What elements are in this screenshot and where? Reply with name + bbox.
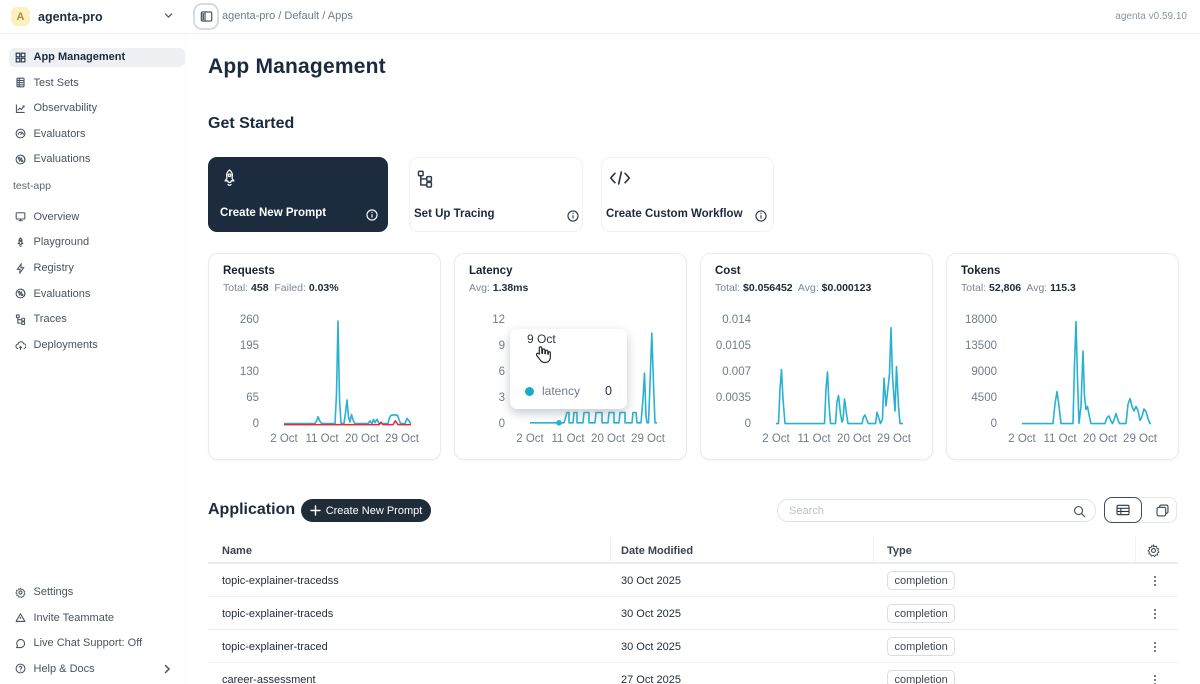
svg-text:20 Oct: 20 Oct (1083, 433, 1118, 445)
svg-text:2 Oct: 2 Oct (762, 433, 790, 445)
svg-text:2 Oct: 2 Oct (516, 433, 544, 445)
svg-text:11 Oct: 11 Oct (797, 433, 831, 445)
svg-text:0: 0 (499, 418, 505, 430)
svg-text:11 Oct: 11 Oct (551, 433, 585, 445)
svg-text:0: 0 (991, 418, 997, 430)
svg-text:0: 0 (253, 418, 259, 430)
svg-text:2 Oct: 2 Oct (1008, 433, 1036, 445)
svg-text:20 Oct: 20 Oct (837, 433, 872, 445)
svg-text:20 Oct: 20 Oct (345, 433, 380, 445)
svg-text:20 Oct: 20 Oct (591, 433, 626, 445)
svg-text:130: 130 (240, 366, 259, 378)
svg-text:195: 195 (240, 340, 259, 352)
svg-text:3: 3 (499, 392, 505, 404)
svg-text:11 Oct: 11 Oct (305, 433, 339, 445)
svg-text:18000: 18000 (965, 314, 997, 326)
svg-text:6: 6 (499, 366, 505, 378)
svg-text:0: 0 (745, 418, 751, 430)
svg-text:11 Oct: 11 Oct (1043, 433, 1077, 445)
svg-text:0.007: 0.007 (722, 366, 751, 378)
svg-text:0.014: 0.014 (722, 314, 751, 326)
svg-text:9000: 9000 (971, 366, 997, 378)
svg-text:29 Oct: 29 Oct (1123, 433, 1158, 445)
svg-text:12: 12 (492, 314, 505, 326)
svg-text:0.0035: 0.0035 (716, 392, 751, 404)
svg-text:29 Oct: 29 Oct (631, 433, 666, 445)
svg-text:2 Oct: 2 Oct (270, 433, 298, 445)
svg-text:65: 65 (246, 392, 259, 404)
svg-text:0.0105: 0.0105 (716, 340, 751, 352)
svg-text:9: 9 (499, 340, 505, 352)
svg-text:29 Oct: 29 Oct (877, 433, 912, 445)
svg-text:4500: 4500 (971, 392, 997, 404)
svg-text:29 Oct: 29 Oct (385, 433, 420, 445)
svg-text:260: 260 (240, 314, 259, 326)
svg-text:13500: 13500 (965, 340, 997, 352)
